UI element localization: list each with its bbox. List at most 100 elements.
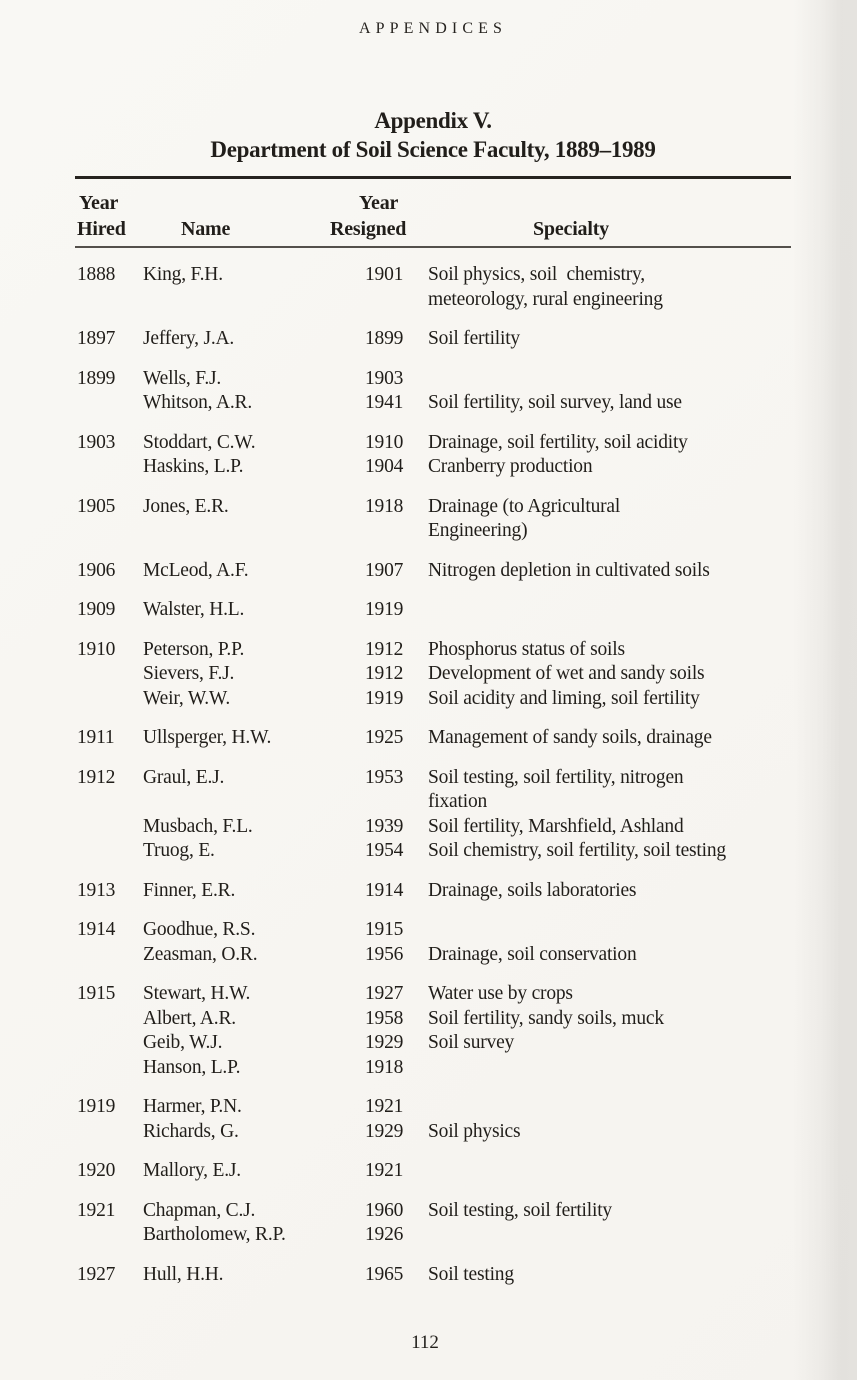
- specialty-cell: Phosphorus status of soils: [428, 638, 625, 660]
- year-resigned-cell: 1921: [365, 1160, 404, 1181]
- name-cell: Musbach, F.L.: [143, 815, 253, 837]
- name-cell: Bartholomew, R.P.: [143, 1224, 286, 1245]
- specialty-cell: Drainage, soils laboratories: [428, 879, 637, 901]
- faculty-group: 1899 Wells, F.J. 1903 Whitson, A.R. 1941 Soil…: [75, 367, 791, 416]
- specialty-cell: Soil testing, soil fertility, nitrogen f…: [428, 766, 684, 813]
- year-hired-cell: 1903: [77, 431, 116, 453]
- specialty-cell: [428, 367, 791, 392]
- specialty-cell: [428, 1223, 791, 1248]
- name-cell: Jeffery, J.A.: [143, 328, 235, 349]
- year-hired-cell: [75, 1223, 143, 1248]
- name-cell: Walster, H.L.: [143, 599, 245, 620]
- name-cell: Wells, F.J.: [143, 367, 222, 389]
- table-row: 1903 Stoddart, C.W. 1910 Drainage, soil fer…: [75, 431, 791, 456]
- table-row: 1915 Stewart, H.W. 1927 Water use by crops: [75, 982, 791, 1007]
- specialty-cell: [428, 1095, 791, 1120]
- faculty-group: 1912 Graul, E.J. 1953 Soil testing, soil fe…: [75, 766, 791, 864]
- specialty-cell: [428, 598, 791, 623]
- year-resigned-cell: 1918: [365, 1056, 404, 1078]
- year-resigned-cell: 1914: [365, 879, 404, 901]
- year-resigned-cell: 1965: [365, 1263, 404, 1285]
- page-edge-shadow: [793, 0, 857, 1380]
- table-row: Musbach, F.L. 1939 Soil fertility, Marshfi…: [75, 815, 791, 840]
- name-cell: Whitson, A.R.: [143, 392, 252, 413]
- table-row: 1909 Walster, H.L. 1919: [75, 598, 791, 623]
- table-row: Hanson, L.P. 1918: [75, 1056, 791, 1081]
- year-resigned-cell: 1927: [365, 983, 404, 1004]
- specialty-cell: Drainage (to Agricultural Engineering): [428, 495, 621, 542]
- table-row: 1927 Hull, H.H. 1965 Soil testing: [75, 1263, 791, 1288]
- specialty-cell: Soil testing, soil fertility: [428, 1199, 612, 1221]
- specialty-cell: Soil fertility, soil survey, land use: [428, 392, 682, 413]
- table-row: Truog, E. 1954 Soil chemistry, soil fertil…: [75, 839, 791, 864]
- year-resigned-cell: 1904: [365, 456, 404, 477]
- year-hired-cell: [75, 687, 143, 712]
- year-resigned-cell: 1954: [365, 840, 404, 861]
- name-cell: Peterson, P.P.: [143, 638, 245, 660]
- specialty-cell: Cranberry production: [428, 456, 593, 477]
- name-cell: Truog, E.: [143, 840, 215, 861]
- table-row: Whitson, A.R. 1941 Soil fertility, soil su…: [75, 391, 791, 416]
- table-row: 1911 Ullsperger, H.W. 1925 Management of sa…: [75, 726, 791, 751]
- year-hired-cell: [75, 1056, 143, 1081]
- specialty-cell: Development of wet and sandy soils: [428, 663, 705, 684]
- appendix-subtitle: Department of Soil Science Faculty, 1889…: [210, 137, 656, 162]
- name-cell: Stewart, H.W.: [143, 983, 251, 1004]
- year-hired-cell: 1915: [77, 983, 116, 1004]
- year-hired-cell: 1919: [77, 1096, 116, 1117]
- table-row: Geib, W.J. 1929 Soil survey: [75, 1031, 791, 1056]
- header-name: Name: [181, 218, 231, 240]
- name-cell: Geib, W.J.: [143, 1032, 223, 1053]
- year-hired-cell: 1899: [77, 367, 116, 389]
- name-cell: Stoddart, C.W.: [143, 431, 256, 453]
- year-hired-cell: 1920: [77, 1160, 116, 1181]
- name-cell: Mallory, E.J.: [143, 1160, 241, 1181]
- table-row: 1921 Chapman, C.J. 1960 Soil testing, soil …: [75, 1199, 791, 1224]
- running-head: APPENDICES: [358, 20, 508, 37]
- name-cell: Hull, H.H.: [143, 1263, 224, 1285]
- table-top-rule: [75, 176, 791, 179]
- year-hired-cell: 1914: [77, 919, 116, 940]
- table-row: Weir, W.W. 1919 Soil acidity and liming, s…: [75, 687, 791, 712]
- specialty-cell: Nitrogen depletion in cultivated soils: [428, 559, 710, 581]
- year-resigned-cell: 1907: [365, 559, 404, 581]
- header-year-hired-line2: Hired: [77, 218, 126, 240]
- specialty-cell: Drainage, soil conservation: [428, 943, 637, 965]
- year-resigned-cell: 1926: [365, 1224, 404, 1245]
- year-hired-cell: 1909: [77, 599, 116, 620]
- specialty-cell: Soil fertility, sandy soils, muck: [428, 1007, 664, 1029]
- header-specialty: Specialty: [533, 218, 609, 240]
- year-hired-cell: 1912: [77, 766, 116, 788]
- faculty-group: 1905 Jones, E.R. 1918 Drainage (to Agricult…: [75, 495, 791, 544]
- name-cell: Jones, E.R.: [143, 495, 229, 517]
- faculty-group: 1919 Harmer, P.N. 1921 Richards, G. 1929 Soil…: [75, 1095, 791, 1144]
- table-row: Bartholomew, R.P. 1926: [75, 1223, 791, 1248]
- specialty-cell: [428, 1056, 791, 1081]
- year-resigned-cell: 1899: [365, 328, 404, 349]
- table-row: Richards, G. 1929 Soil physics: [75, 1120, 791, 1145]
- year-resigned-cell: 1941: [365, 392, 404, 413]
- year-hired-cell: [75, 1120, 143, 1145]
- specialty-cell: Soil physics: [428, 1120, 521, 1142]
- table-row: 1919 Harmer, P.N. 1921: [75, 1095, 791, 1120]
- faculty-group: 1911 Ullsperger, H.W. 1925 Management of sa…: [75, 726, 791, 751]
- year-hired-cell: 1927: [77, 1263, 116, 1285]
- specialty-cell: Management of sandy soils, drainage: [428, 727, 712, 748]
- table-row: 1905 Jones, E.R. 1918 Drainage (to Agricult…: [75, 495, 791, 544]
- specialty-cell: Water use by crops: [428, 983, 573, 1004]
- table-row: 1920 Mallory, E.J. 1921: [75, 1159, 791, 1184]
- year-resigned-cell: 1921: [365, 1096, 404, 1117]
- title-block: Appendix V. Department of Soil Science F…: [75, 106, 791, 164]
- year-resigned-cell: 1925: [365, 727, 404, 748]
- name-cell: Hanson, L.P.: [143, 1056, 241, 1078]
- year-resigned-cell: 1958: [365, 1007, 404, 1029]
- year-hired-cell: [75, 1007, 143, 1032]
- year-hired-cell: [75, 455, 143, 480]
- year-hired-cell: 1897: [77, 328, 116, 349]
- name-cell: Richards, G.: [143, 1120, 239, 1142]
- table-row: 1888 King, F.H. 1901 Soil physics, soil che…: [75, 263, 791, 312]
- faculty-table: 1888 King, F.H. 1901 Soil physics, soil che…: [75, 263, 791, 1302]
- faculty-group: 1913 Finner, E.R. 1914 Drainage, soils labo…: [75, 879, 791, 904]
- faculty-group: 1915 Stewart, H.W. 1927 Water use by crops A…: [75, 982, 791, 1080]
